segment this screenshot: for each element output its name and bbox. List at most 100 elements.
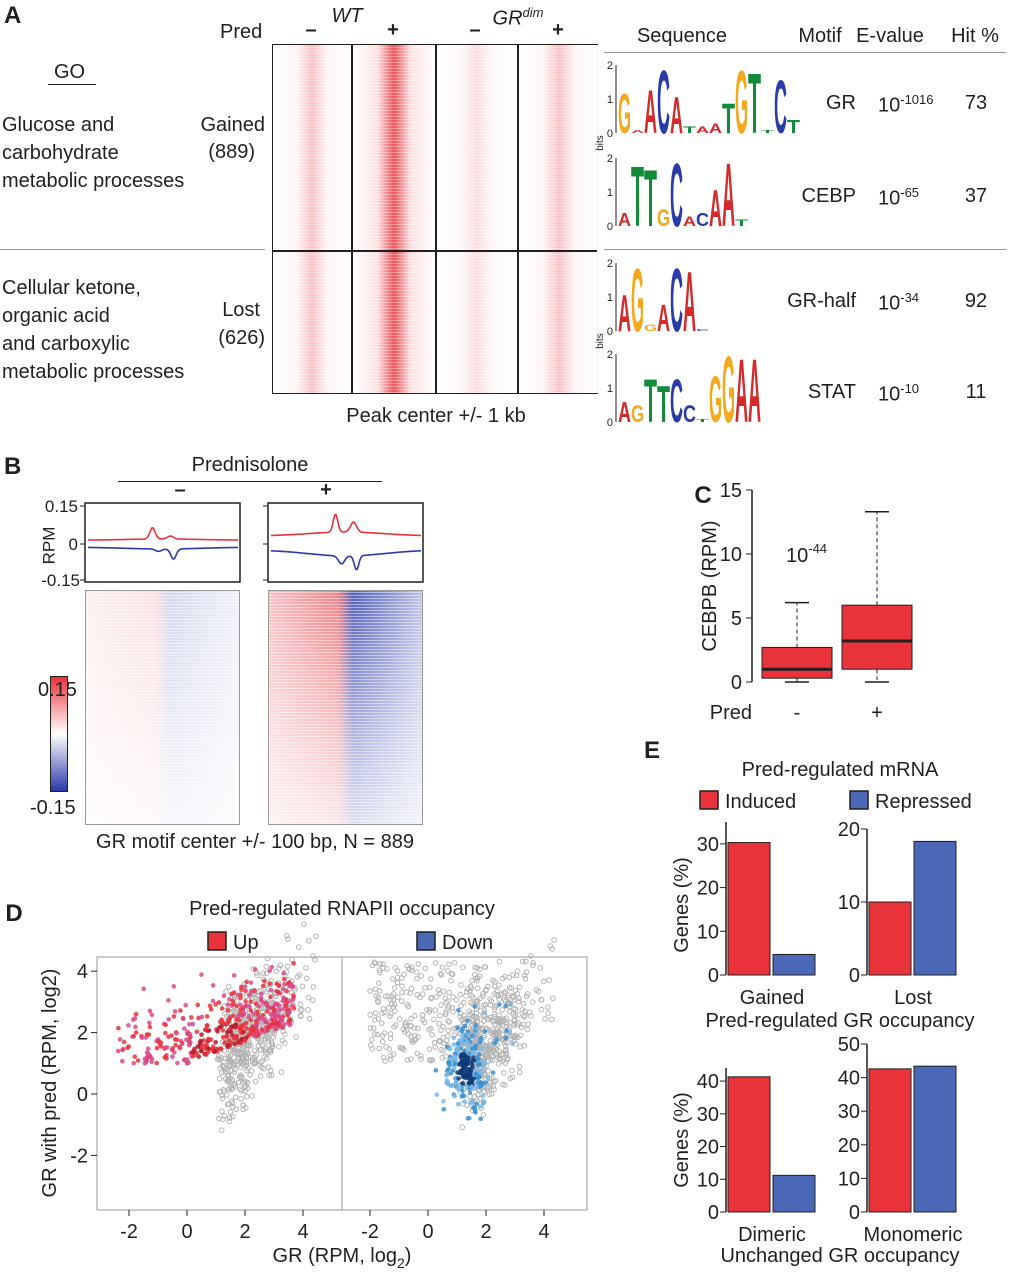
- motif-hit: 11: [965, 381, 987, 403]
- scatter-point-background: [428, 994, 435, 1001]
- scatter-point-background: [281, 1040, 288, 1046]
- scatter-point-background: [305, 994, 312, 1001]
- panel-c-label: C: [694, 482, 711, 509]
- scatter-point-background: [418, 1053, 424, 1059]
- scatter-point-up: [170, 1054, 175, 1060]
- scatter-point-down: [494, 1037, 499, 1042]
- scatter-point-background: [380, 961, 386, 968]
- scatter-point-background: [405, 1031, 412, 1037]
- scatter-point-background: [299, 1007, 305, 1013]
- scatter-point-background: [463, 993, 469, 999]
- scatter-point-background: [303, 975, 310, 982]
- scatter-point-background: [476, 973, 483, 980]
- scatter-point-up: [274, 988, 280, 994]
- scatter-point-up: [248, 1028, 253, 1033]
- go-term: metabolic processes: [2, 361, 185, 383]
- scatter-point-up: [120, 1047, 125, 1053]
- scatter-point-down: [504, 1028, 509, 1034]
- scatter-point-background: [398, 1045, 405, 1051]
- scatter-point-up: [115, 1048, 121, 1054]
- scatter-point-up: [146, 1051, 151, 1057]
- scatter-point-background: [520, 1000, 527, 1007]
- scatter-point-background: [229, 1063, 236, 1069]
- scatter-point-background: [527, 953, 534, 959]
- scatter-point-background: [387, 1013, 393, 1020]
- scatter-point-background: [427, 976, 434, 982]
- scatter-point-background: [409, 964, 415, 971]
- scatter-point-up: [263, 1020, 269, 1025]
- scatter-point-background: [242, 1088, 248, 1094]
- scatter-point-background: [478, 1020, 485, 1027]
- scatter-point-background: [312, 957, 318, 963]
- scatter-point-up: [204, 1014, 210, 1019]
- scatter-point-background: [523, 958, 529, 965]
- scatter-point-down: [469, 1084, 475, 1089]
- scatter-point-background: [295, 944, 302, 951]
- scatter-point-background: [439, 1055, 446, 1061]
- scatter-point-down: [441, 1106, 447, 1112]
- y-tick: -2: [70, 1145, 88, 1167]
- scatter-point-up: [163, 1022, 168, 1028]
- scatter-point-up: [177, 1044, 182, 1050]
- scatter-point-up: [256, 1003, 262, 1009]
- scatter-point-background: [480, 1112, 487, 1118]
- x-category-label: Dimeric: [738, 1224, 806, 1246]
- minus-label: –: [305, 19, 317, 41]
- scatter-point-down: [460, 1080, 465, 1086]
- scatter-point-up: [187, 1040, 193, 1046]
- scatter-point-up: [132, 1054, 138, 1059]
- scatter-point-up: [220, 1028, 226, 1033]
- scatter-point-up: [117, 1037, 123, 1042]
- scatter-point-background: [236, 1044, 243, 1051]
- scatter-point-background: [459, 1124, 466, 1131]
- scatter-point-down: [453, 1081, 458, 1086]
- scatter-point-down: [459, 1029, 465, 1034]
- scatter-point-background: [266, 1072, 272, 1079]
- scatter-point-background: [387, 1056, 394, 1062]
- scatter-point-background: [440, 1048, 446, 1054]
- heatmap-column: [273, 45, 351, 393]
- scatter-point-up: [179, 1041, 185, 1046]
- table-header: Sequence: [636, 25, 728, 47]
- scatter-point-background: [439, 964, 446, 971]
- scatter-point-down: [467, 1090, 473, 1095]
- scatter-point-up: [220, 1019, 225, 1025]
- scatter-point-background: [278, 1069, 285, 1075]
- scatter-point-background: [220, 1086, 227, 1093]
- logo-letter: T: [631, 150, 644, 245]
- scatter-point-background: [222, 1069, 229, 1075]
- scatter-point-up: [154, 1045, 160, 1051]
- scatter-point-up: [147, 1020, 152, 1026]
- scatter-point-down: [482, 1010, 488, 1015]
- scatter-point-up: [199, 1032, 204, 1037]
- scatter-point-background: [301, 921, 307, 928]
- scatter-point-background: [259, 1058, 265, 1064]
- scatter-point-up: [282, 981, 287, 987]
- scatter-point-background: [438, 1027, 444, 1033]
- scatter-point-background: [511, 1017, 517, 1024]
- scatter-point-background: [523, 993, 530, 1000]
- scatter-point-background: [268, 1072, 275, 1079]
- scatter-point-background: [218, 1055, 225, 1061]
- scatter-point-down: [463, 1056, 469, 1062]
- bar: [913, 1065, 957, 1213]
- scatter-point-up: [195, 1044, 201, 1049]
- scatter-point-background: [382, 1058, 388, 1064]
- profile-plots: [80, 502, 424, 583]
- motif-evalue: 10-65: [878, 185, 920, 210]
- heatmap-column: [435, 45, 517, 393]
- scatter-point-background: [494, 988, 501, 994]
- scatter-point-up: [144, 1032, 150, 1037]
- scatter-point-background: [468, 999, 474, 1006]
- colorbar: [50, 676, 68, 792]
- bar: [727, 842, 771, 976]
- scatter-point-background: [380, 1054, 387, 1061]
- y-tick: 0: [77, 1084, 88, 1106]
- scatter-point-up: [172, 1009, 178, 1014]
- x-tick: 4: [297, 1221, 308, 1243]
- scatter-point-up: [248, 1008, 254, 1013]
- scatter-point-background: [516, 1063, 523, 1070]
- scatter-point-background: [369, 1036, 375, 1043]
- scatter-point-background: [221, 1011, 228, 1017]
- scatter-point-down: [465, 1040, 471, 1045]
